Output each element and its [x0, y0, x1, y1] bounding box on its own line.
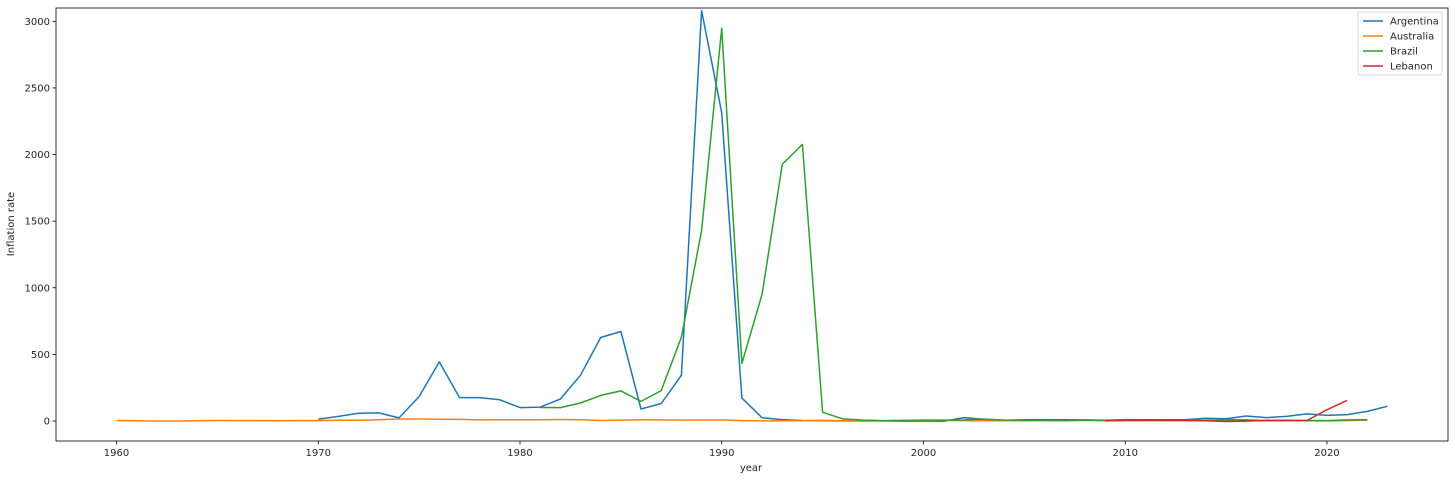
x-axis-label: year — [740, 463, 763, 474]
series-lines — [116, 9, 1388, 423]
x-tick-label: 1970 — [306, 448, 331, 459]
x-tick-label: 2000 — [911, 448, 936, 459]
tick-marks — [52, 20, 1328, 445]
legend-label: Brazil — [1390, 47, 1418, 58]
x-tick-label: 2010 — [1112, 448, 1137, 459]
legend-label: Argentina — [1390, 17, 1439, 28]
legend: Argentina Australia Brazil Lebanon — [1357, 11, 1443, 76]
y-tick-label: 3000 — [25, 17, 50, 28]
x-tick-labels: 1960 1970 1980 1990 2000 2010 2020 — [104, 448, 1340, 459]
series-line-lebanon — [1104, 399, 1348, 423]
legend-box — [1357, 11, 1443, 76]
plot-frame — [55, 7, 1449, 442]
y-tick-label: 1500 — [25, 217, 50, 228]
x-tick-label: 1980 — [507, 448, 532, 459]
y-tick-label: 500 — [31, 350, 50, 361]
series-line-brazil — [540, 27, 1368, 422]
y-tick-label: 0 — [44, 417, 50, 428]
x-tick-label: 2020 — [1314, 448, 1339, 459]
y-axis-label: Inflation rate — [6, 192, 17, 256]
y-tick-labels: 0 500 1000 1500 2000 2500 3000 — [25, 17, 50, 428]
legend-label: Lebanon — [1390, 62, 1433, 73]
y-tick-label: 2000 — [25, 150, 50, 161]
y-tick-label: 2500 — [25, 83, 50, 94]
x-tick-label: 1990 — [709, 448, 734, 459]
y-tick-label: 1000 — [25, 283, 50, 294]
x-tick-label: 1960 — [104, 448, 129, 459]
series-line-argentina — [318, 9, 1388, 422]
legend-label: Australia — [1390, 32, 1434, 43]
